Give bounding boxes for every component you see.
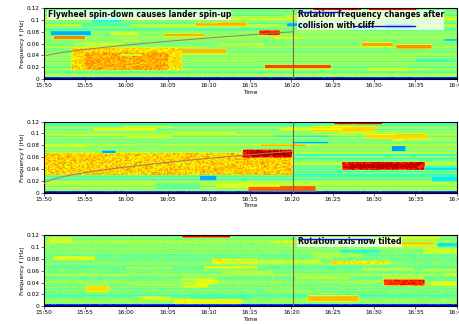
X-axis label: Time: Time [243, 203, 257, 208]
Y-axis label: Frequency f (Hz): Frequency f (Hz) [20, 133, 25, 181]
Text: Rotation axis now tilted: Rotation axis now tilted [298, 237, 401, 246]
Y-axis label: Frequency f (Hz): Frequency f (Hz) [20, 19, 25, 68]
Text: Rotation frequency changes after
collision with cliff: Rotation frequency changes after collisi… [298, 10, 444, 29]
X-axis label: Time: Time [243, 317, 257, 322]
X-axis label: Time: Time [243, 90, 257, 95]
Y-axis label: Frequency f (Hz): Frequency f (Hz) [20, 246, 25, 295]
Text: Flywheel spin-down causes lander spin-up: Flywheel spin-down causes lander spin-up [48, 10, 231, 19]
